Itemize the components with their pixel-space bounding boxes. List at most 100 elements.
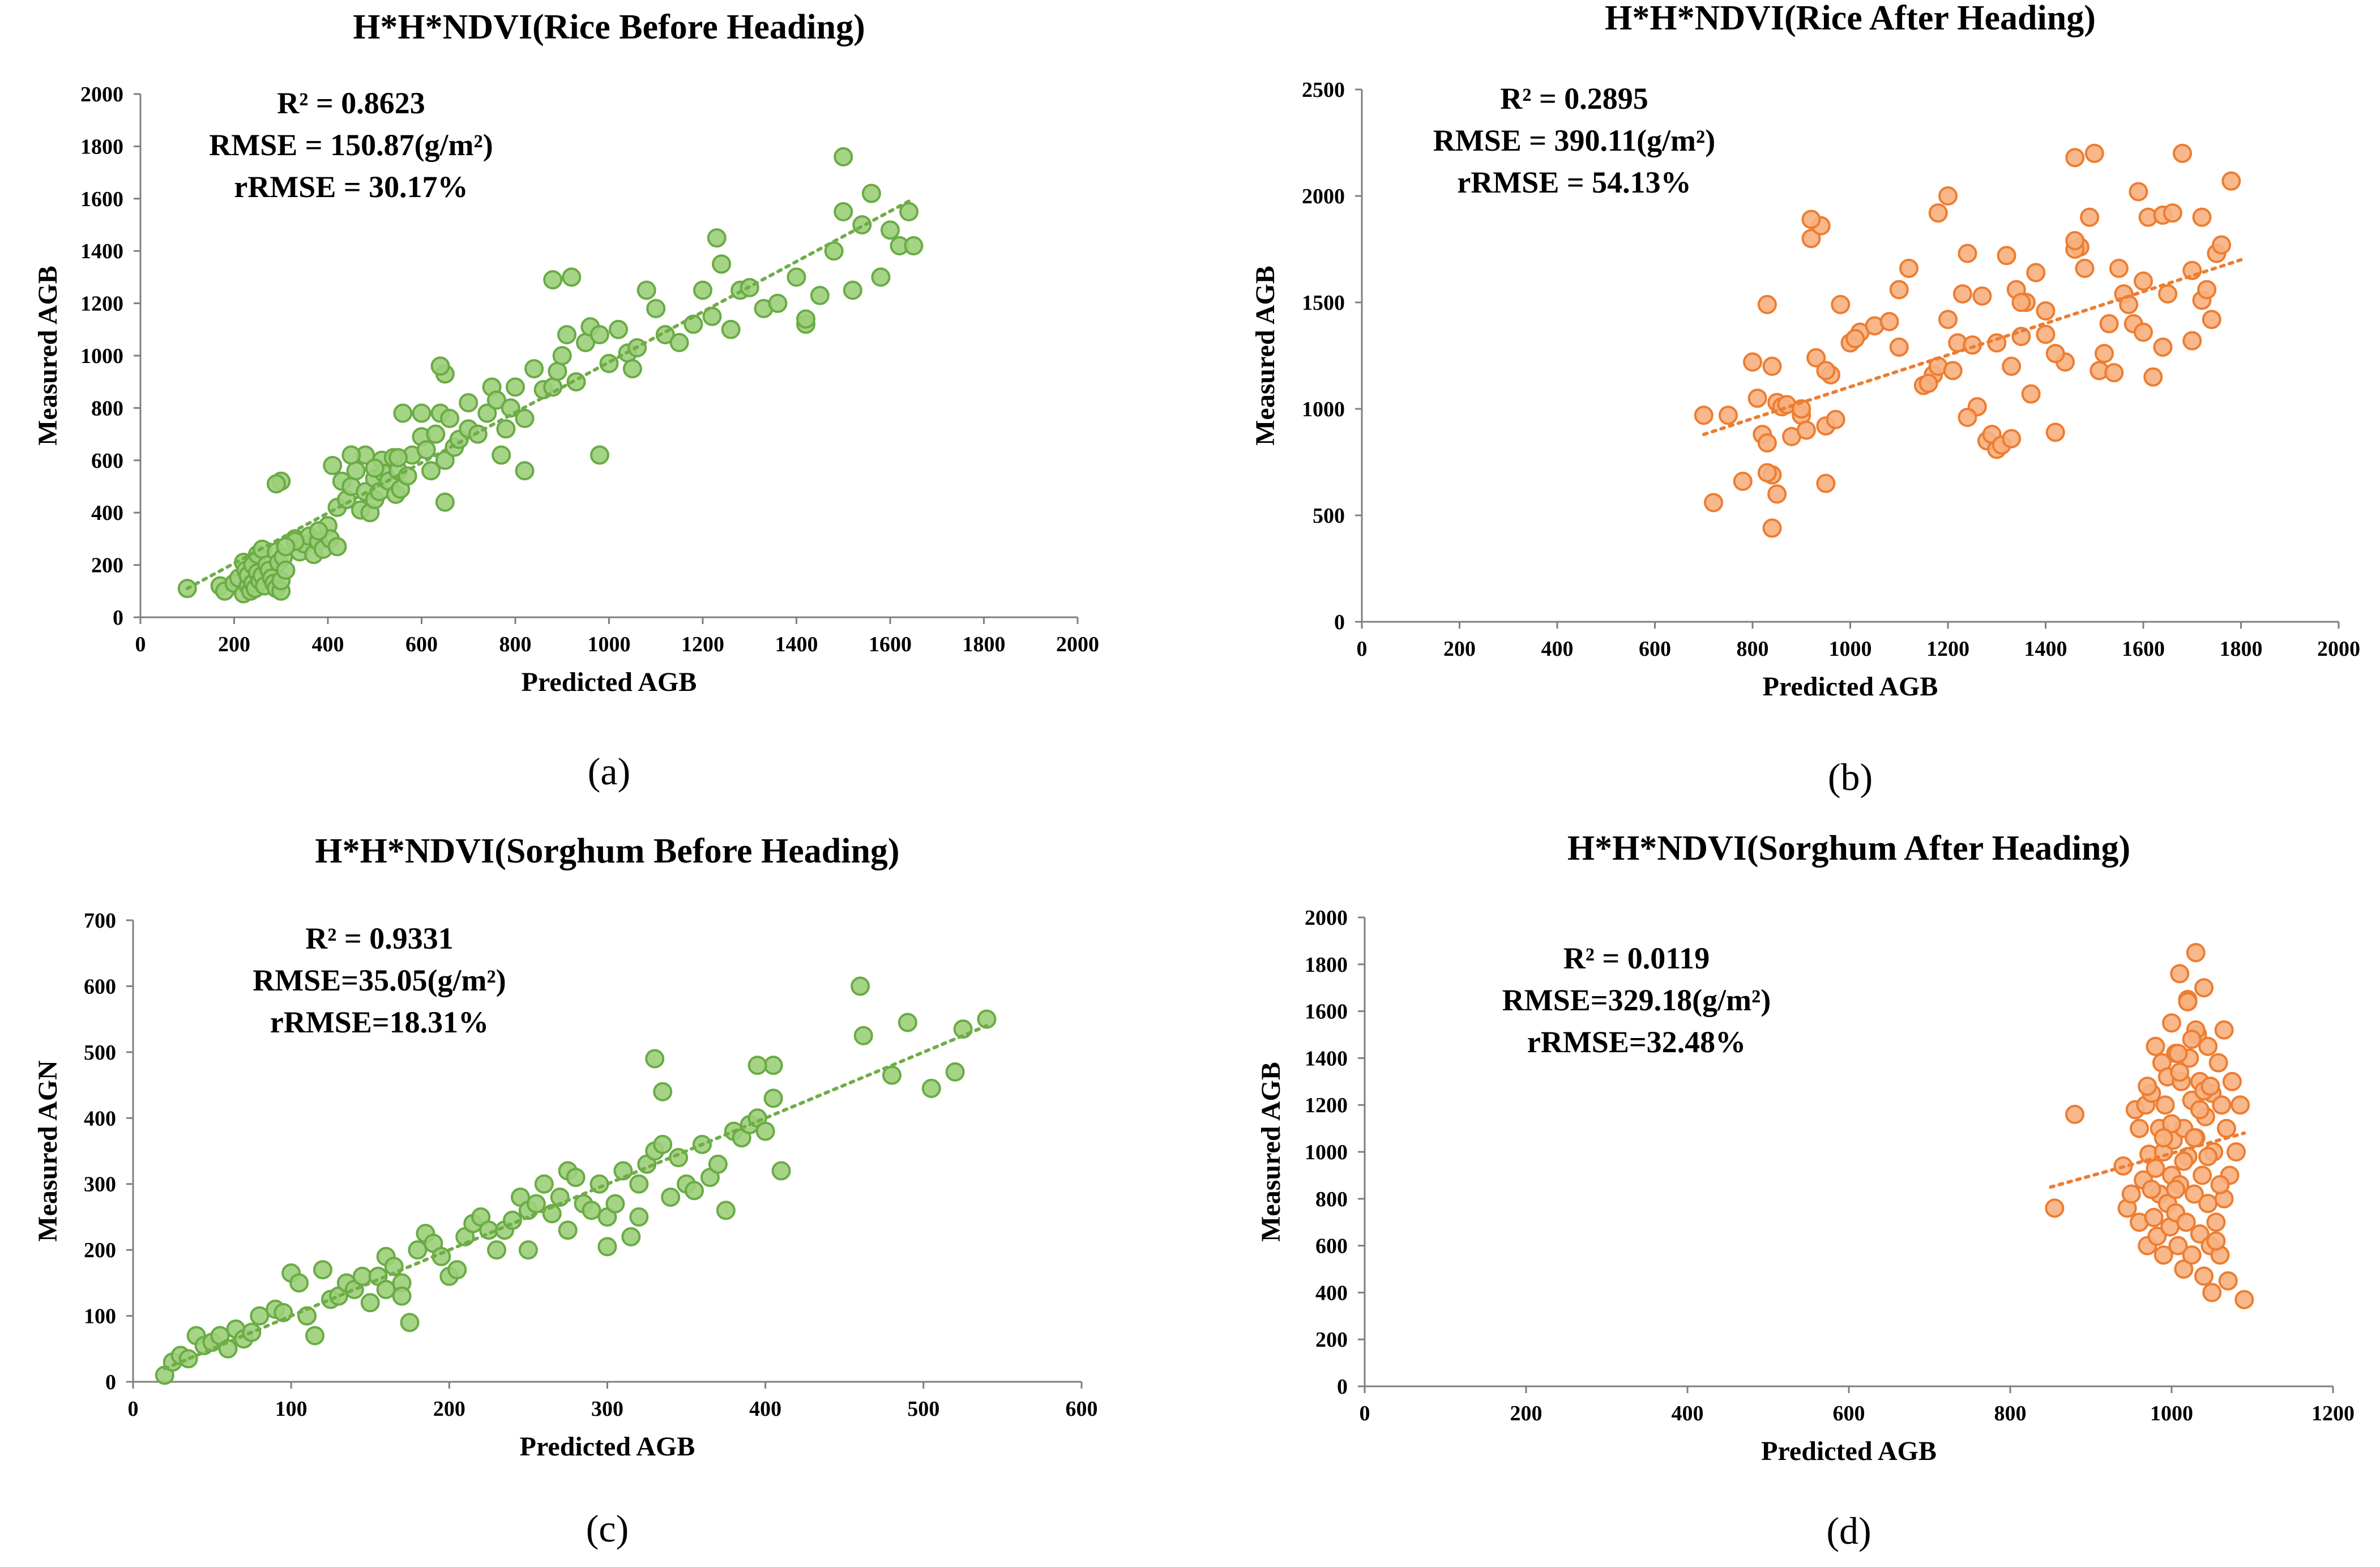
data-point bbox=[2121, 1184, 2141, 1204]
data-point bbox=[492, 445, 511, 465]
y-tick-label: 2000 bbox=[80, 83, 123, 106]
data-point bbox=[2130, 1118, 2149, 1138]
y-tick-label: 200 bbox=[91, 554, 123, 578]
data-point bbox=[2216, 1118, 2236, 1138]
data-point bbox=[1704, 493, 1723, 513]
data-point bbox=[977, 1009, 997, 1029]
data-point bbox=[346, 461, 366, 481]
data-point bbox=[2142, 1180, 2161, 1199]
data-point bbox=[515, 461, 535, 481]
data-point bbox=[1733, 471, 1753, 491]
chart-title: H*H*NDVI(Rice Before Heading) bbox=[353, 8, 865, 46]
data-point bbox=[2218, 1271, 2238, 1291]
data-point bbox=[360, 1293, 380, 1313]
data-point bbox=[2186, 943, 2206, 963]
data-point bbox=[629, 1174, 649, 1194]
data-point bbox=[459, 393, 478, 413]
data-point bbox=[2234, 1290, 2254, 1309]
data-point bbox=[274, 1303, 293, 1322]
chart-title: H*H*NDVI(Sorghum Before Heading) bbox=[315, 832, 899, 870]
data-point bbox=[323, 456, 343, 476]
stats-annotation: RMSE = 150.87(g/m²) bbox=[209, 128, 493, 162]
data-point bbox=[2045, 1198, 2065, 1218]
x-axis-label: Predicted AGB bbox=[1763, 672, 1938, 702]
data-point bbox=[2045, 422, 2065, 442]
x-tick-label: 2000 bbox=[2317, 637, 2360, 661]
chart-panel: H*H*NDVI(Sorghum Before Heading) 0 100 200 3… bbox=[33, 832, 1098, 1550]
data-point bbox=[609, 319, 629, 339]
data-point bbox=[2158, 284, 2178, 304]
data-point bbox=[562, 267, 582, 287]
data-point bbox=[2190, 1100, 2210, 1120]
data-point bbox=[661, 1188, 681, 1207]
x-tick-label: 800 bbox=[1994, 1402, 2027, 1425]
x-tick-label: 1200 bbox=[1926, 637, 1969, 661]
data-point bbox=[2194, 1266, 2214, 1286]
y-tick-label: 600 bbox=[91, 449, 123, 473]
y-tick-label: 400 bbox=[84, 1107, 116, 1130]
data-point bbox=[2036, 324, 2056, 344]
data-point bbox=[1767, 484, 1787, 504]
data-point bbox=[597, 1237, 617, 1257]
x-tick-label: 1200 bbox=[681, 633, 724, 656]
data-point bbox=[408, 1240, 428, 1260]
data-point bbox=[2212, 1095, 2232, 1115]
x-tick-label: 0 bbox=[128, 1397, 139, 1421]
y-tick-label: 200 bbox=[84, 1239, 116, 1262]
x-tick-label: 200 bbox=[433, 1397, 465, 1421]
data-point bbox=[2129, 182, 2148, 202]
data-point bbox=[2193, 1165, 2212, 1185]
y-tick-label: 1000 bbox=[1302, 398, 1345, 421]
data-point bbox=[557, 325, 577, 345]
data-point bbox=[693, 280, 712, 300]
data-point bbox=[1943, 361, 1963, 381]
data-point bbox=[1743, 352, 1762, 372]
data-point bbox=[582, 1201, 601, 1220]
data-point bbox=[2138, 1077, 2157, 1096]
data-point bbox=[2210, 1175, 2230, 1194]
x-tick-label: 400 bbox=[749, 1397, 781, 1421]
trendline bbox=[163, 1024, 989, 1370]
data-point bbox=[2182, 1245, 2202, 1265]
data-point bbox=[2221, 171, 2241, 191]
data-point bbox=[416, 440, 436, 460]
x-tick-label: 400 bbox=[1541, 637, 1574, 661]
data-point bbox=[2119, 294, 2139, 314]
data-point bbox=[421, 461, 441, 481]
data-point bbox=[1952, 284, 1972, 304]
y-tick-label: 1600 bbox=[80, 187, 123, 211]
chart-panel: H*H*NDVI(Rice After Heading) 0 200 400 600 80… bbox=[1250, 0, 2360, 799]
data-point bbox=[2075, 258, 2095, 278]
data-point bbox=[2168, 1236, 2188, 1256]
data-point bbox=[834, 202, 853, 221]
x-tick-label: 2000 bbox=[1056, 633, 1099, 656]
chart-panel: H*H*NDVI(Rice Before Heading) 0 200 400 600 8… bbox=[33, 8, 1099, 793]
data-point bbox=[669, 332, 689, 352]
data-point bbox=[2065, 148, 2085, 168]
data-point bbox=[1918, 373, 1938, 393]
stats-annotation: rRMSE=18.31% bbox=[270, 1005, 489, 1039]
stats-annotation: R² = 0.2895 bbox=[1500, 82, 1648, 116]
stats-annotation: rRMSE = 30.17% bbox=[234, 170, 468, 204]
y-tick-label: 700 bbox=[84, 909, 116, 933]
data-point bbox=[2166, 1180, 2186, 1199]
data-point bbox=[1801, 229, 1821, 249]
y-tick-label: 2000 bbox=[1302, 185, 1345, 208]
data-point bbox=[1928, 203, 1948, 223]
data-point bbox=[653, 1134, 673, 1154]
data-point bbox=[1997, 246, 2016, 266]
data-point bbox=[566, 1168, 586, 1188]
data-point bbox=[2146, 1158, 2165, 1178]
x-tick-label: 800 bbox=[1737, 637, 1769, 661]
data-point bbox=[712, 254, 732, 274]
stats-annotation: R² = 0.8623 bbox=[277, 86, 425, 120]
x-tick-label: 1800 bbox=[2220, 637, 2263, 661]
x-tick-label: 200 bbox=[1510, 1402, 1542, 1425]
y-axis-label: Measured AGB bbox=[33, 266, 63, 446]
data-point bbox=[899, 202, 919, 221]
data-point bbox=[787, 267, 806, 287]
x-tick-label: 600 bbox=[405, 633, 438, 656]
y-tick-label: 0 bbox=[113, 606, 123, 630]
data-point bbox=[518, 1240, 538, 1260]
data-point bbox=[755, 1121, 775, 1141]
